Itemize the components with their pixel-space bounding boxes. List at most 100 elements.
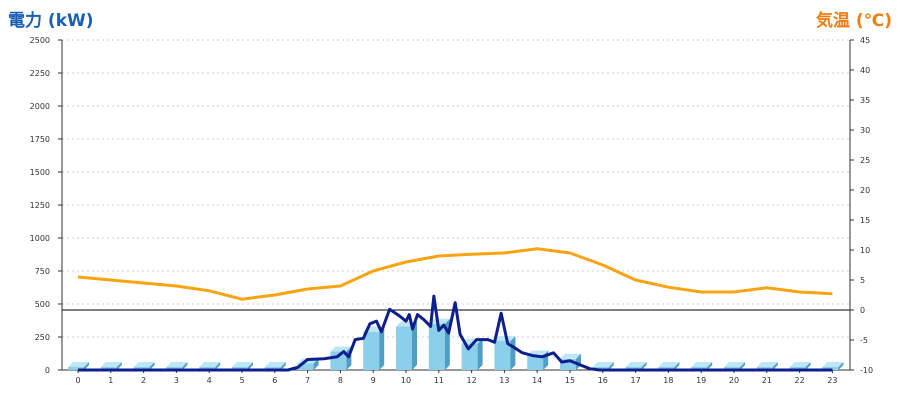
bar-top [789, 362, 811, 367]
power-line [78, 294, 833, 372]
x-tick-label: 23 [827, 376, 837, 385]
bar-side [608, 362, 614, 370]
x-tick-label: 4 [207, 376, 212, 385]
right-tick-label: -5 [860, 336, 868, 345]
bar-face [68, 367, 84, 370]
bar-side [510, 335, 516, 370]
bar-0 [68, 362, 89, 370]
bar-face [560, 358, 576, 370]
bar-9 [363, 326, 385, 370]
bar-side [313, 358, 319, 370]
bar-top [133, 362, 155, 367]
bar-top [166, 362, 188, 367]
right-tick-label: 10 [860, 246, 870, 255]
x-tick-label: 8 [338, 376, 343, 385]
left-tick-label: 500 [35, 300, 50, 309]
right-tick-label: 30 [860, 126, 870, 135]
right-tick-label: -10 [860, 366, 873, 375]
x-tick-label: 15 [565, 376, 575, 385]
bar-side [379, 326, 385, 370]
right-tick-label: 5 [860, 276, 865, 285]
bar-top [822, 362, 844, 367]
left-tick-label: 2500 [30, 36, 50, 45]
bar-top [68, 362, 89, 367]
x-tick-label: 20 [729, 376, 739, 385]
right-tick-label: 45 [860, 36, 870, 45]
x-tick-label: 9 [371, 376, 376, 385]
bar-face [428, 323, 445, 370]
left-tick-label: 2000 [30, 102, 50, 111]
bar-side [182, 362, 188, 370]
x-tick-label: 5 [239, 376, 244, 385]
right-tick-label: 20 [860, 186, 870, 195]
x-tick-label: 13 [499, 376, 509, 385]
x-tick-label: 18 [663, 376, 673, 385]
x-tick-label: 1 [108, 376, 113, 385]
bar-face [396, 326, 412, 370]
bar-side [674, 362, 680, 370]
bar-top [199, 362, 221, 367]
x-tick-label: 10 [401, 376, 411, 385]
left-tick-label: 750 [35, 267, 50, 276]
bar-top [560, 353, 581, 359]
bar-side [84, 362, 89, 370]
left-tick-label: 250 [35, 333, 50, 342]
bar-side [838, 362, 844, 370]
right-tick-label: 40 [860, 66, 870, 75]
x-tick-label: 11 [434, 376, 444, 385]
bar-top [428, 318, 450, 324]
bar-top [330, 346, 352, 352]
left-tick-label: 1500 [30, 168, 50, 177]
bar-top [691, 362, 713, 367]
bar-side [248, 362, 253, 370]
bar-top [494, 335, 516, 341]
bar-side [707, 362, 713, 370]
right-tick-label: 15 [860, 216, 870, 225]
bar-top [232, 362, 253, 367]
right-tick-label: 25 [860, 156, 870, 165]
bar-side [772, 362, 778, 370]
bar-side [116, 362, 122, 370]
bar-side [641, 362, 647, 370]
bar-face [527, 355, 544, 370]
bar-top [756, 362, 778, 367]
bar-top [264, 362, 286, 367]
bar-14 [527, 350, 549, 370]
bar-side [412, 321, 417, 370]
x-tick-label: 12 [467, 376, 477, 385]
x-tick-label: 3 [174, 376, 179, 385]
bar-top [625, 362, 647, 367]
left-tick-label: 0 [45, 366, 50, 375]
bar-side [477, 338, 483, 370]
bar-face [297, 363, 314, 370]
x-tick-label: 6 [272, 376, 277, 385]
left-axis-title: 電力 (kW) [8, 11, 94, 31]
left-tick-label: 1750 [30, 135, 50, 144]
bar-top [592, 362, 614, 367]
x-tick-label: 21 [762, 376, 772, 385]
temperature-line [77, 247, 833, 301]
left-tick-label: 2250 [30, 69, 50, 78]
bar-10 [396, 321, 417, 370]
right-axis-title: 気温 (℃) [815, 11, 892, 31]
bar-side [805, 362, 811, 370]
x-tick-label: 7 [305, 376, 310, 385]
x-tick-label: 2 [141, 376, 146, 385]
left-tick-label: 1250 [30, 201, 50, 210]
x-tick-label: 0 [75, 376, 80, 385]
bar-top [100, 362, 122, 367]
x-tick-label: 16 [598, 376, 608, 385]
bar-13 [494, 335, 516, 370]
bar-face [494, 340, 511, 370]
bar-top [658, 362, 680, 367]
bar-side [740, 362, 745, 370]
x-tick-label: 17 [631, 376, 641, 385]
bar-side [149, 362, 155, 370]
right-tick-label: 0 [860, 306, 865, 315]
bar-side [215, 362, 221, 370]
x-tick-label: 14 [532, 376, 542, 385]
bar-side [280, 362, 286, 370]
left-tick-label: 1000 [30, 234, 50, 243]
x-tick-label: 22 [795, 376, 805, 385]
